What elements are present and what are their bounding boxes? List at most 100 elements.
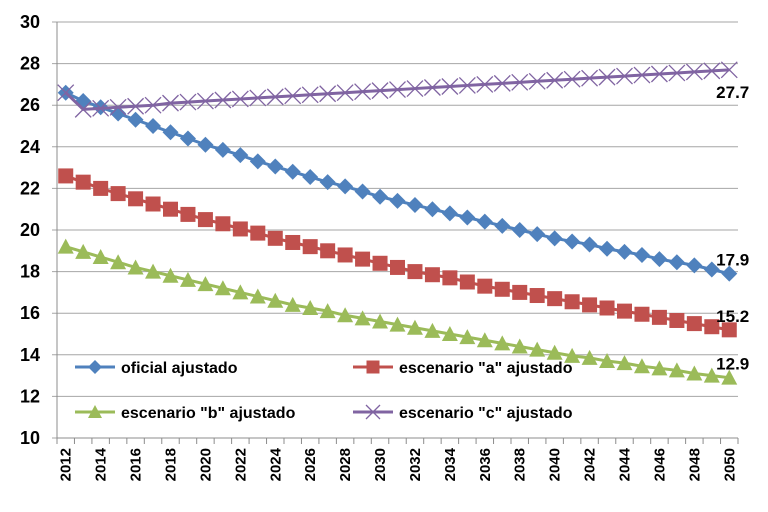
x-marker [511,73,529,91]
triangle-marker [511,338,528,354]
square-marker [407,264,423,280]
x-marker [720,61,738,79]
legend-label: escenario "b" ajustado [121,405,296,422]
triangle-marker [354,310,371,326]
square-marker [512,284,528,300]
x-marker [57,84,75,102]
diamond-marker [232,147,249,164]
diamond-marker [354,183,371,200]
x-marker [389,81,406,99]
x-tick-label: 2032 [407,448,424,481]
diamond-marker [529,226,546,243]
square-marker [302,239,318,255]
square-marker [477,278,493,294]
y-tick-label: 28 [20,54,40,74]
square-marker [320,243,336,259]
x-marker [546,71,564,89]
diamond-marker [686,257,703,274]
series-0 [57,84,738,282]
x-marker [196,92,214,110]
triangle-marker [441,326,458,341]
legend-item: escenario "b" ajustado [75,405,296,422]
y-tick-label: 24 [20,137,40,157]
x-tick-label: 2018 [163,448,180,481]
square-marker [651,309,667,325]
diamond-marker [267,158,284,175]
x-marker [214,91,232,109]
x-marker [371,82,389,100]
data-label: 17.9 [716,251,749,270]
diamond-marker [441,205,458,222]
triangle-marker [127,259,144,275]
diamond-marker [424,201,441,218]
square-marker [285,234,301,250]
square-marker [215,216,231,232]
x-marker [301,86,319,104]
x-marker [441,78,459,95]
triangle-marker [319,303,336,319]
x-tick-label: 2022 [232,448,249,481]
x-marker [423,79,441,96]
x-marker [179,93,197,111]
triangle-marker [302,300,319,315]
diamond-marker [110,105,127,122]
x-marker [563,70,581,88]
y-tick-label: 18 [20,262,40,282]
diamond-marker [703,261,720,278]
diamond-marker [75,93,92,110]
triangle-marker [92,249,109,265]
x-marker [668,64,686,82]
series-1 [58,168,737,338]
triangle-marker [651,360,668,376]
triangle-marker [214,280,231,296]
diamond-marker [546,230,563,247]
triangle-marker [703,367,720,383]
x-marker [406,80,424,98]
triangle-marker [162,267,179,283]
triangle-marker [599,353,616,369]
x-marker [633,66,651,84]
square-marker [459,274,475,290]
square-marker [145,196,161,212]
triangle-marker [75,243,92,259]
triangle-marker [197,276,214,292]
diamond-marker [616,243,633,260]
legend-label: escenario "c" ajustado [399,405,573,422]
data-label: 12.9 [716,355,749,374]
x-marker [266,88,284,106]
x-tick-label: 2044 [617,447,634,481]
legend-label: escenario "a" ajustado [399,360,573,377]
x-marker [249,89,267,107]
square-marker [547,291,563,307]
square-marker [355,251,371,267]
x-tick-label: 2036 [477,448,494,481]
x-tick-label: 2040 [547,448,564,481]
square-marker [564,294,580,310]
x-axis-ticks: 2012 2014 2016 2018 2020 2022 2024 2026 2028 2030… [58,447,739,481]
square-marker [424,267,440,283]
x-marker [231,90,249,108]
series-3 [57,61,738,118]
x-marker [616,67,633,85]
diamond-marker [476,213,493,230]
diamond-marker [249,153,266,170]
y-tick-label: 22 [20,178,40,198]
y-tick-label: 20 [20,220,40,240]
square-marker [250,225,266,241]
x-tick-label: 2048 [686,448,703,481]
x-marker [336,84,354,102]
diamond-marker [564,233,581,250]
x-marker [650,65,668,83]
x-marker [458,76,476,94]
diamond-marker [406,197,423,214]
axes [56,22,739,444]
diamond-marker [651,251,668,268]
x-marker [365,404,381,420]
series-2 [57,238,738,385]
x-marker [74,100,92,118]
diamond-marker [494,217,511,234]
x-marker [598,68,616,86]
x-tick-label: 2046 [651,448,668,481]
diamond-marker [179,130,196,147]
